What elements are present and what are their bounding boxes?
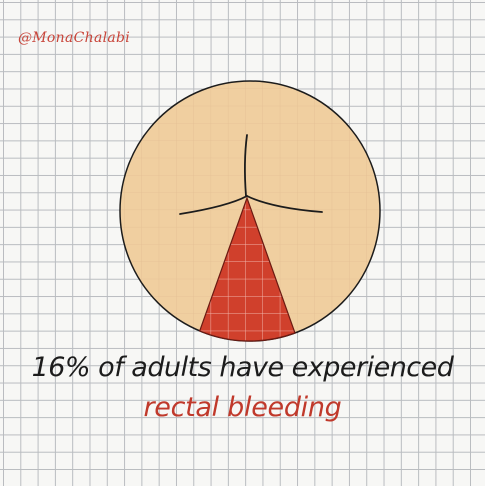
pie-slice-rectal-bleeding xyxy=(198,196,296,342)
buttock-cleft-line xyxy=(244,134,248,197)
headline-text: 16% of adults have experienced xyxy=(31,352,454,383)
left-buttock-line xyxy=(179,195,248,215)
highlight-text: rectal bleeding xyxy=(143,392,342,423)
author-credit: @MonaChalabi xyxy=(18,30,131,46)
right-buttock-line xyxy=(246,195,323,213)
